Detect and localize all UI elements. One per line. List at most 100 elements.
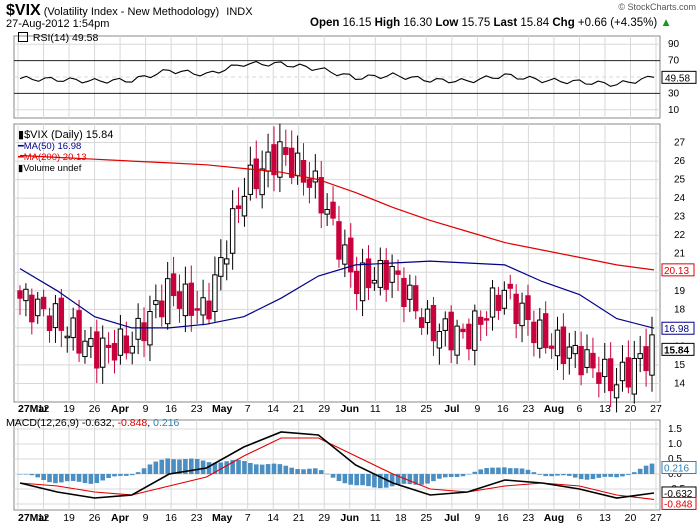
candle-body (40, 296, 47, 310)
macd-hist-bar (431, 474, 436, 482)
price-tick-label: 23 (674, 212, 686, 223)
x-tick-label: 29 (318, 403, 330, 415)
macd-badge-text: -0.632 (664, 489, 693, 500)
macd-hist-bar (118, 474, 123, 476)
x-tick-label: 26 (89, 403, 101, 415)
candle-body (46, 315, 53, 331)
x-tick-label-bottom: 7 (245, 512, 251, 524)
candle-body (135, 317, 141, 340)
candle-body (501, 289, 508, 309)
macd-hist-bar (460, 474, 466, 477)
macd-hist-bar (70, 474, 76, 481)
candle-body (631, 358, 637, 395)
candle-body (253, 158, 259, 190)
candle-body (483, 318, 490, 321)
price-badge-text: 20.13 (664, 266, 689, 277)
macd-hist-bar (183, 458, 188, 474)
x-tick-label-bottom: Jun (340, 512, 359, 524)
price-legend: ▮$VIX (Daily) 15.84 ━MA(50) 16.98 ━MA(20… (18, 128, 113, 174)
x-tick-label-bottom: 9 (474, 512, 480, 524)
candle-body (643, 346, 649, 372)
last-label: Last (493, 17, 518, 29)
x-tick-label: 12 (38, 403, 50, 415)
candle-body (436, 331, 443, 349)
macd-hist-bar (265, 464, 271, 474)
candle-body (218, 257, 224, 277)
candle-body (507, 283, 513, 289)
candle-body (560, 326, 567, 365)
ma200-line (19, 154, 655, 271)
candle-body (82, 340, 88, 358)
macd-hist-bar (555, 474, 560, 476)
macd-hist-bar (47, 474, 52, 483)
x-tick-label-bottom: 29 (318, 512, 330, 524)
macd-hist-bar (129, 474, 135, 476)
candle-body (596, 372, 602, 384)
x-tick-label: 23 (191, 403, 203, 415)
candle-body (383, 260, 389, 290)
macd-hist-bar (631, 472, 637, 474)
price-tick-label: 14 (674, 378, 686, 389)
macd-hist-bar (425, 474, 430, 484)
macd-hist-bar (29, 474, 35, 476)
candle-body (129, 345, 135, 354)
candle-body (52, 303, 59, 329)
candle-body (424, 308, 431, 324)
macd-hist-bar (313, 468, 318, 474)
macd-hist-bar (590, 474, 596, 480)
price-tick-label: 15 (674, 360, 686, 371)
macd-hist-bar (413, 474, 419, 485)
candle-body (495, 294, 502, 311)
x-tick-label: Jun (340, 403, 359, 415)
candle-body (123, 335, 130, 354)
macd-hist-bar (35, 474, 41, 478)
macd-badge-text: 0.216 (664, 464, 689, 475)
candle-body (377, 259, 383, 288)
candle-body (407, 284, 413, 300)
candle-body (159, 300, 165, 318)
x-tick-label: 13 (599, 403, 611, 415)
rsi-last-badge-text: 49.58 (665, 73, 690, 84)
candle-body (548, 345, 555, 349)
candle-body (637, 353, 643, 359)
candle-body (531, 321, 537, 344)
legend-vix: ▮$VIX (Daily) 15.84 (18, 129, 114, 141)
macd-hist-bar (194, 458, 200, 474)
x-tick-label-bottom: 23 (191, 512, 203, 524)
macd-hist-bar (383, 474, 389, 488)
candle-body (58, 297, 65, 331)
candle-body (454, 325, 460, 356)
candle-body (478, 316, 484, 325)
x-tick-label-bottom: 20 (625, 512, 637, 524)
macd-hist-bar (100, 474, 105, 481)
candle-body (395, 270, 401, 275)
candle-body (265, 151, 271, 172)
x-tick-label: 16 (497, 403, 509, 415)
macd-tick-label: 1.5 (668, 424, 682, 435)
macd-hist-bar (419, 474, 424, 485)
candle-body (324, 208, 330, 215)
macd-hist-bar (41, 474, 46, 481)
legend-ma50: ━MA(50) 16.98 (18, 141, 82, 152)
candle-body (17, 290, 23, 299)
candle-body (117, 328, 124, 356)
candle-body (389, 265, 395, 283)
candle-body (271, 144, 277, 176)
candle-body (371, 279, 378, 284)
candle-body (472, 310, 478, 351)
macd-hist-bar (82, 474, 88, 484)
x-tick-label: 6 (577, 403, 583, 415)
macd-legend: MACD(12,26,9) -0.632, -0.848, 0.216 (6, 417, 180, 429)
macd-hist-bar (626, 474, 631, 475)
x-tick-label-bottom: 21 (293, 512, 305, 524)
candle-body (200, 297, 206, 316)
candle-body (176, 291, 183, 309)
candle-body (170, 273, 177, 297)
macd-hist-bar (336, 474, 342, 482)
macd-tick-label: 1.0 (668, 439, 682, 450)
copyright-label: © StockCharts.com (618, 2, 696, 12)
macd-tick-label: 0.5 (668, 454, 682, 465)
rsi-legend-icon (18, 32, 28, 42)
macd-hist-bar (248, 462, 253, 474)
macd-legend-macd: -0.632 (81, 417, 112, 429)
